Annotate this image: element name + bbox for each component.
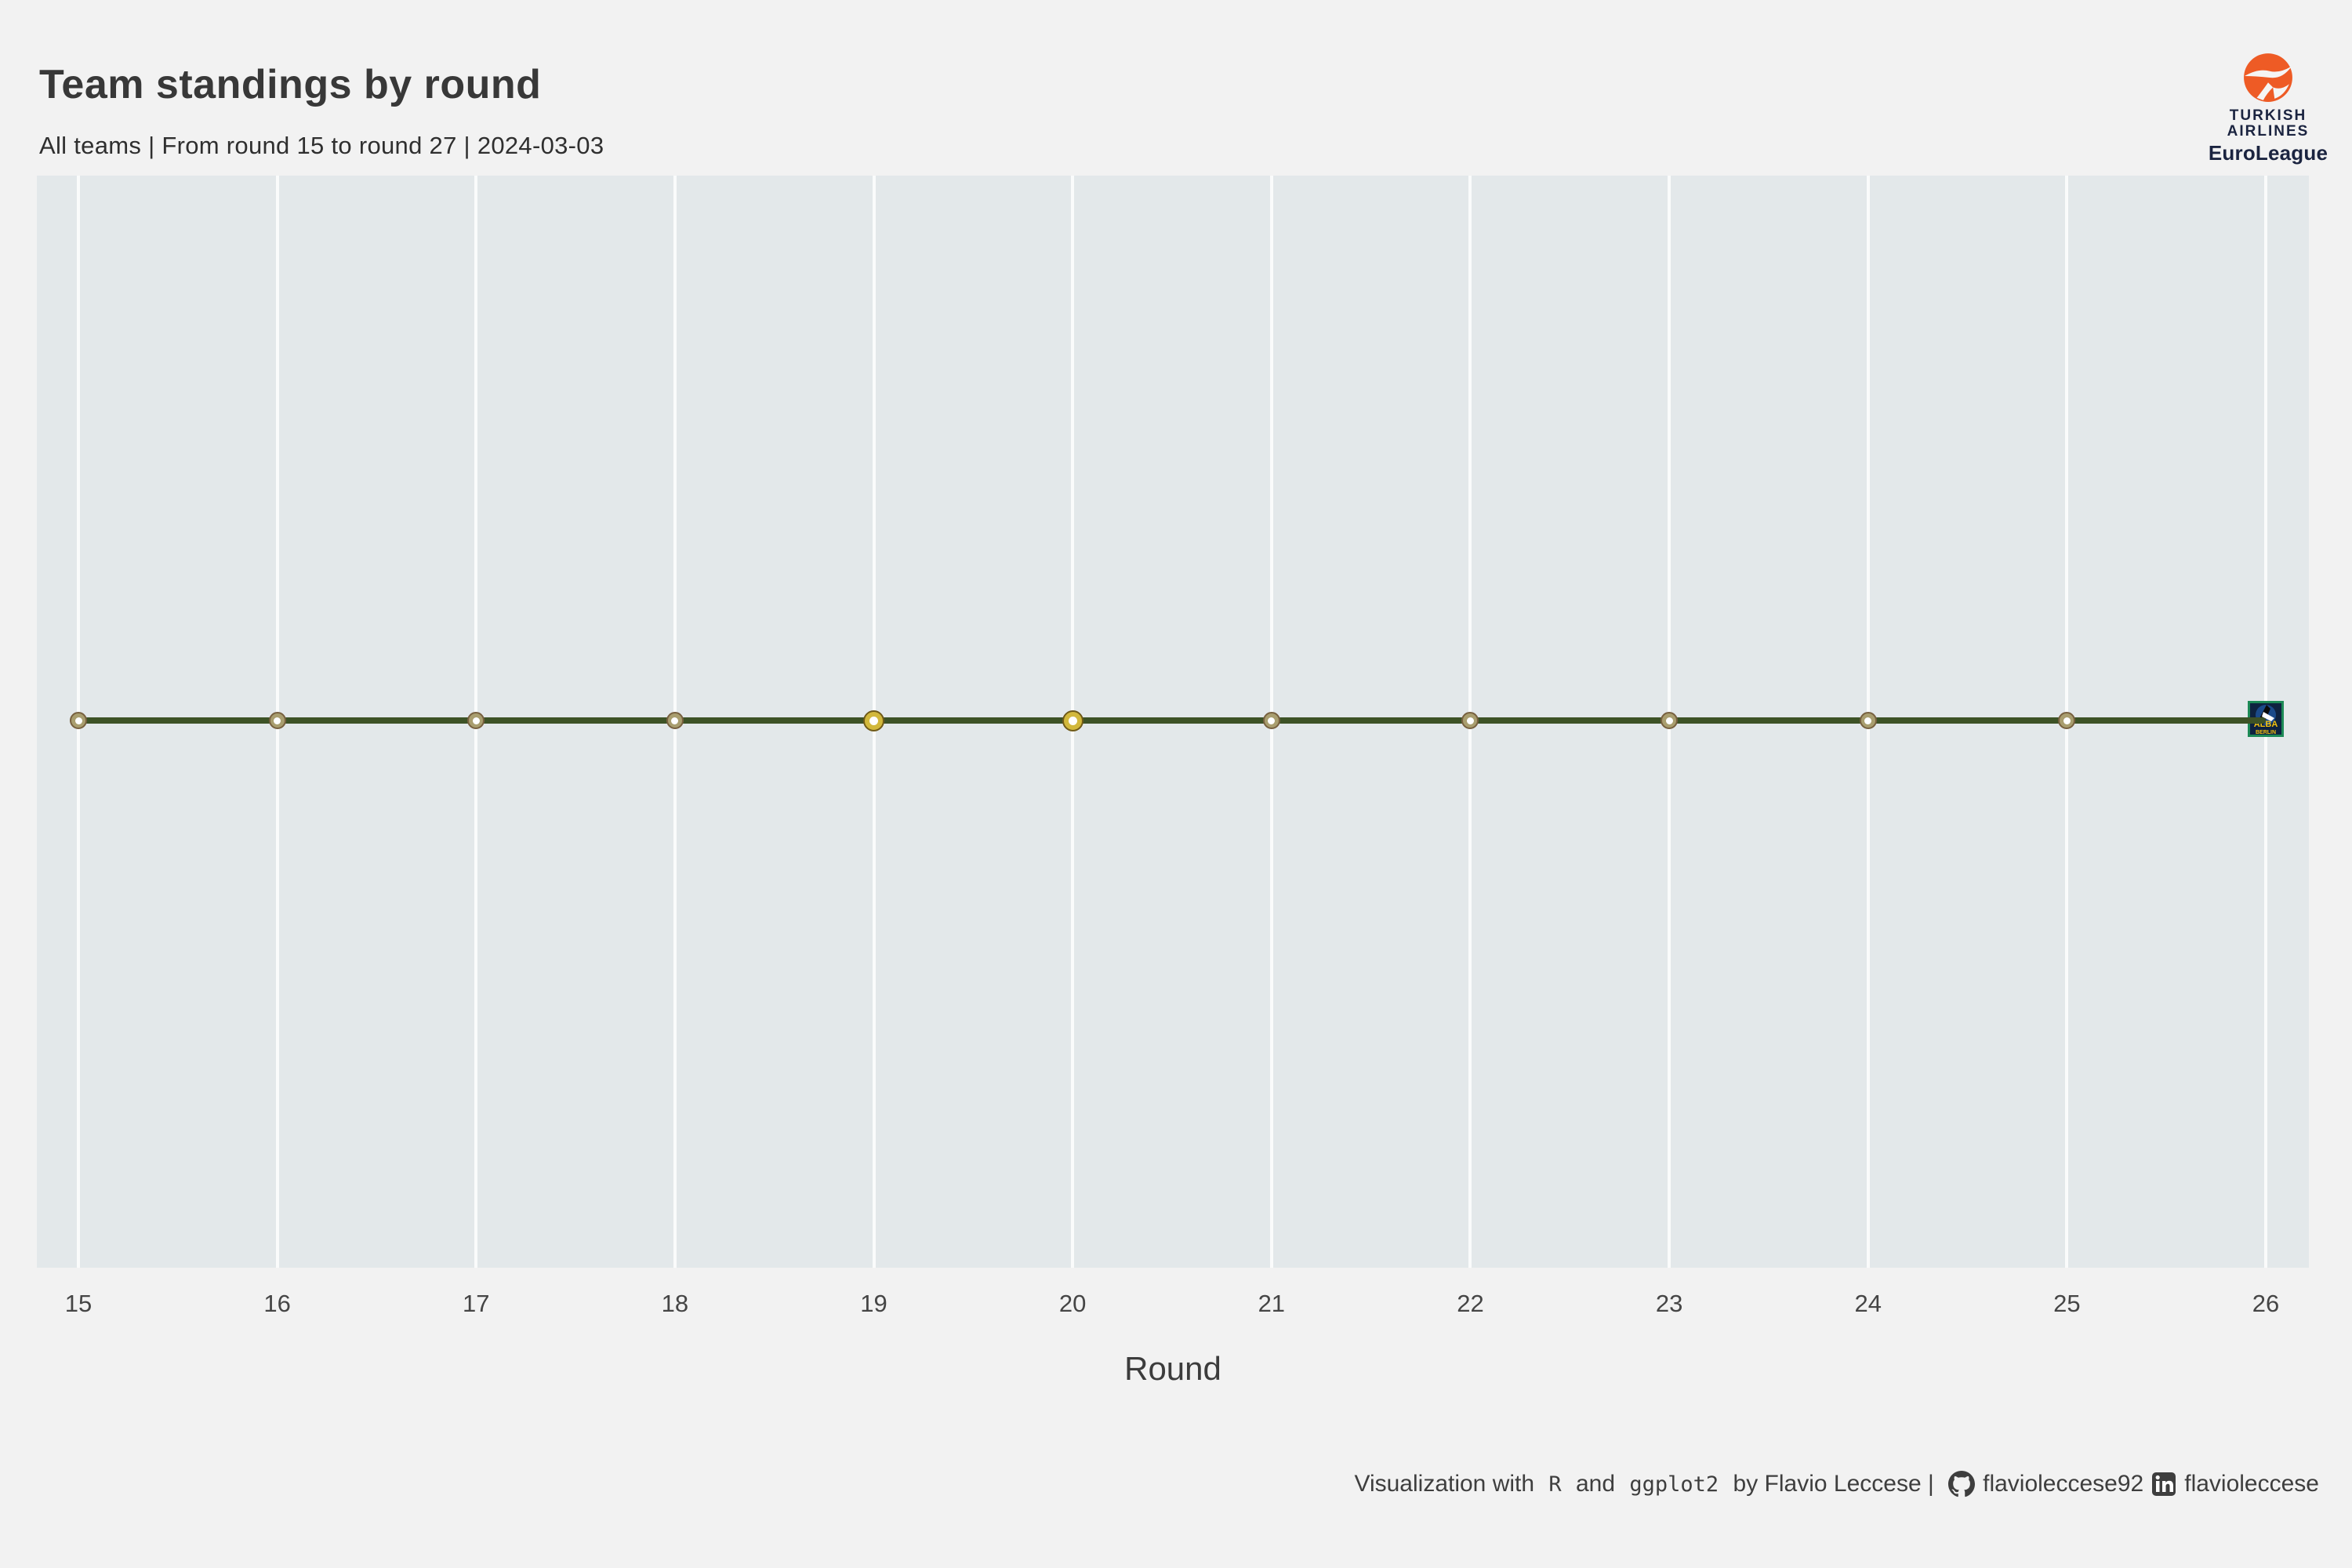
data-point-marker [2058,712,2076,729]
data-point-marker [70,712,87,729]
marker-core [1466,717,1474,724]
data-point-marker [268,712,286,729]
marker-core [869,716,879,725]
data-point-marker-highlighted [863,710,885,731]
x-tick-label: 15 [64,1290,93,1317]
x-tick-label: 24 [1854,1290,1882,1317]
chart-title: Team standings by round [39,62,542,107]
brand-league-name: EuroLeague [2208,140,2328,165]
x-axis-title: Round [1124,1350,1221,1387]
marker-core [1268,717,1276,724]
x-tick-label: 20 [1058,1290,1087,1317]
marker-core [274,717,281,724]
caption: Visualization with R and ggplot2 by Flav… [1354,1471,2319,1497]
marker-core [2063,717,2071,724]
caption-code-r: R [1548,1472,1562,1497]
data-point-marker [467,712,485,729]
marker-core [671,717,679,724]
data-point-marker [666,712,684,729]
x-tick-label: 22 [1457,1290,1484,1317]
linkedin-icon [2152,1472,2176,1496]
marker-core [1665,717,1673,724]
caption-mid1: and [1569,1471,1622,1497]
brand-airline-line2: AIRLINES [2227,122,2310,140]
x-tick-label: 17 [463,1290,490,1317]
crest-text-berlin: BERLIN [2256,730,2276,735]
data-point-marker [1461,712,1479,729]
github-icon [1948,1471,1976,1497]
marker-core [1068,716,1077,725]
data-point-marker [1262,712,1280,729]
chart-subtitle: All teams | From round 15 to round 27 | … [39,132,604,159]
data-point-marker [1661,712,1679,729]
marker-core [74,717,82,724]
x-tick-label: 16 [263,1290,291,1317]
marker-core [472,717,480,724]
caption-code-ggplot2: ggplot2 [1629,1472,1719,1497]
data-point-marker-highlighted [1062,710,1083,731]
caption-github-handle: flavioleccese92 [1983,1471,2144,1497]
marker-core [1864,717,1872,724]
x-tick-label: 23 [1655,1290,1683,1317]
caption-mid2: by Flavio Leccese | [1726,1471,1941,1497]
plot-area: ALBA BERLIN [37,176,2309,1268]
x-tick-label: 18 [661,1290,689,1317]
euroleague-brand: TURKISH AIRLINES EuroLeague [2208,52,2328,165]
brand-airline-line1: TURKISH [2229,107,2307,124]
x-tick-label: 25 [2053,1290,2081,1317]
caption-prefix: Visualization with [1354,1471,1541,1497]
x-tick-label: 26 [2252,1290,2280,1317]
x-tick-label: 19 [860,1290,887,1317]
x-tick-label: 21 [1258,1290,1286,1317]
caption-linkedin-handle: flavioleccese [2184,1471,2319,1497]
series-line [78,717,2266,724]
data-point-marker [1859,712,1877,729]
euroleague-ball-icon [2244,53,2292,102]
